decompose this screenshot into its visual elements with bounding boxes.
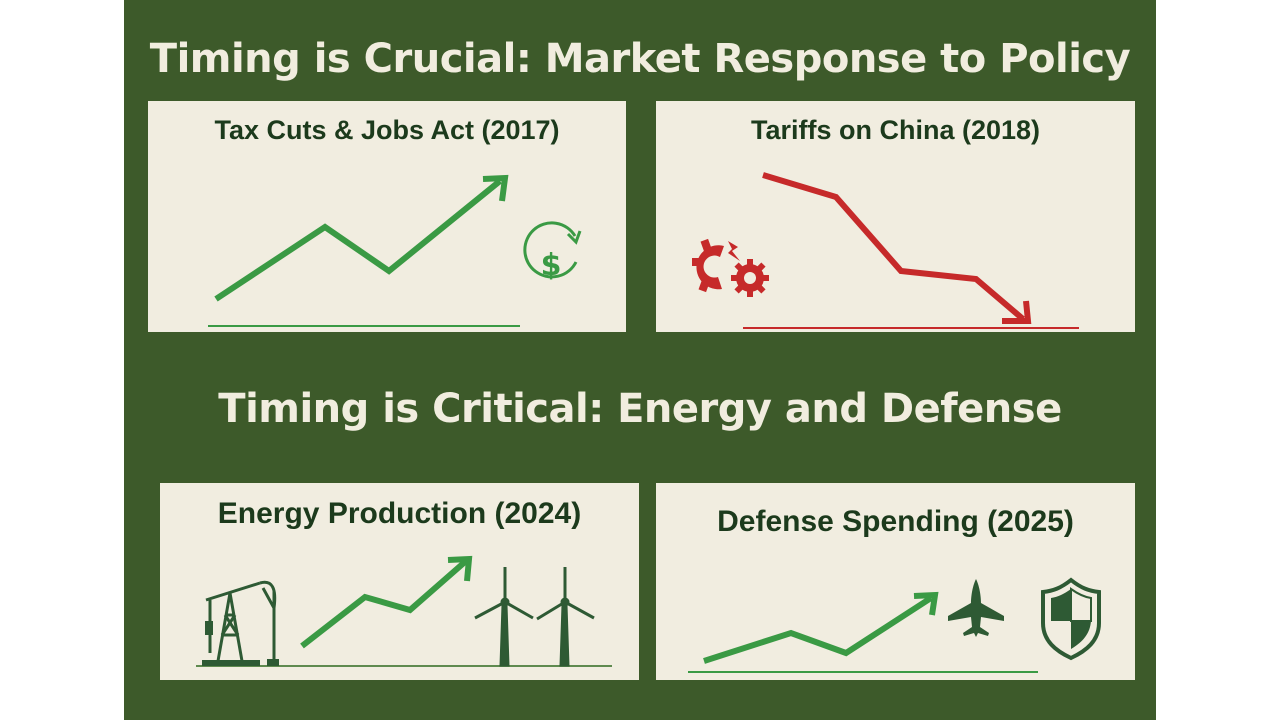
trend-up-chart	[208, 174, 520, 327]
wind-turbine-icon	[474, 567, 595, 667]
trend-up-chart	[688, 591, 1038, 673]
oil-pump-icon	[202, 580, 279, 666]
card-energy: Energy Production (2024)	[160, 483, 639, 680]
shield-icon	[1041, 577, 1101, 661]
card-tax-cuts: Tax Cuts & Jobs Act (2017) $	[148, 101, 626, 332]
trend-up-chart	[196, 555, 612, 667]
broken-gears-icon	[692, 238, 769, 297]
top-heading: Timing is Crucial: Market Response to Po…	[149, 36, 1131, 82]
svg-text:$: $	[541, 248, 562, 283]
card-title: Tax Cuts & Jobs Act (2017)	[214, 115, 560, 145]
fighter-jet-icon	[948, 579, 1004, 637]
bottom-heading: Timing is Critical: Energy and Defense	[218, 386, 1062, 432]
card-title: Energy Production (2024)	[217, 497, 582, 530]
card-tariffs: Tariffs on China (2018)	[656, 101, 1135, 332]
card-title: Defense Spending (2025)	[717, 505, 1074, 538]
dollar-cycle-icon: $	[523, 221, 582, 283]
card-title: Tariffs on China (2018)	[750, 115, 1041, 145]
trend-down-chart	[743, 172, 1079, 329]
card-defense: Defense Spending (2025)	[656, 483, 1135, 680]
